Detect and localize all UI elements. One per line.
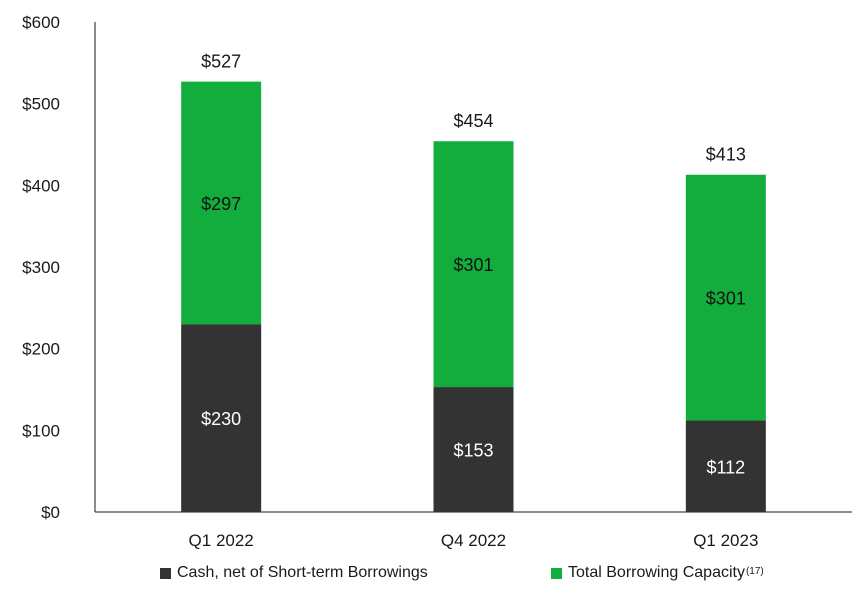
data-label: $301: [453, 255, 493, 275]
x-tick-label: Q1 2023: [693, 531, 758, 550]
x-tick-label: Q4 2022: [441, 531, 506, 550]
data-label: $112: [706, 457, 745, 477]
bar-segment-cash: [433, 387, 514, 512]
x-tick-label: Q1 2022: [189, 531, 254, 550]
legend-swatch-cash: [160, 567, 171, 579]
total-label: $454: [453, 111, 493, 131]
legend: Cash, net of Short-term Borrowings Total…: [0, 560, 862, 590]
legend-label-borrowing: Total Borrowing Capacity: [568, 564, 745, 581]
legend-label-cash: Cash, net of Short-term Borrowings: [177, 564, 428, 581]
y-tick-label: $200: [22, 340, 60, 359]
stacked-bar-chart: $0 $100 $200 $300 $400 $500 $600 $230 $297 $527 Q1…: [22, 13, 852, 550]
y-tick-label: $100: [22, 421, 60, 440]
y-tick-label: $0: [41, 503, 60, 522]
legend-item-cash: Cash, net of Short-term Borrowings: [160, 564, 428, 582]
legend-swatch-borrowing: [551, 567, 562, 579]
y-tick-label: $500: [22, 95, 60, 114]
y-tick-label: $600: [22, 13, 60, 32]
bar-segment-cash: [685, 420, 766, 512]
data-label: $153: [453, 441, 493, 461]
data-label: $297: [201, 194, 241, 214]
bar-segment-borrowing: [685, 174, 766, 421]
data-label: $230: [201, 409, 241, 429]
y-tick-label: $300: [22, 258, 60, 277]
bar-segment-cash: [181, 324, 262, 512]
total-label: $527: [201, 52, 241, 72]
legend-item-borrowing: Total Borrowing Capacity (17): [551, 564, 764, 582]
legend-footnote: (17): [745, 565, 764, 577]
bar-segment-borrowing: [433, 141, 514, 388]
y-tick-label: $400: [22, 176, 60, 195]
data-label: $301: [706, 289, 746, 309]
total-label: $413: [706, 145, 746, 165]
bar-segment-borrowing: [181, 81, 262, 325]
